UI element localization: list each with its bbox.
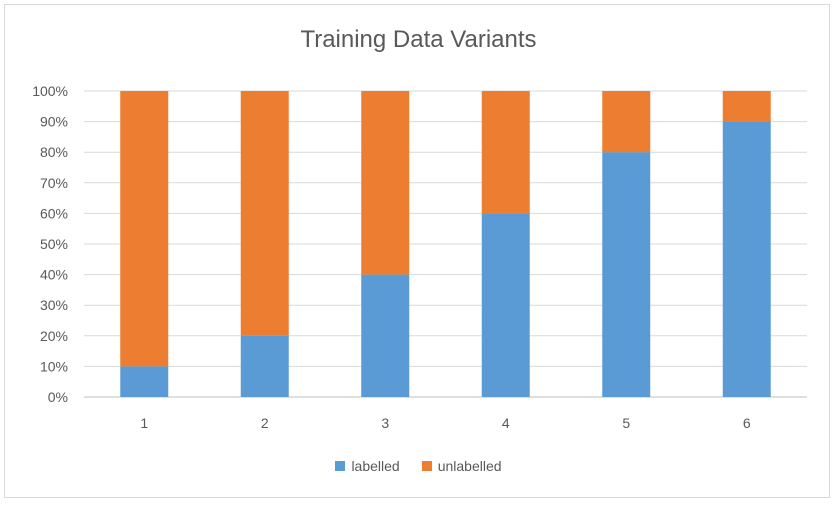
bar-labelled-6	[722, 121, 771, 397]
chart-legend: labelled unlabelled	[0, 458, 837, 474]
x-tick-label: 2	[261, 415, 269, 431]
bar-unlabelled-3	[361, 91, 410, 275]
bar-labelled-3	[361, 274, 410, 397]
bar-labelled-1	[120, 366, 169, 397]
x-tick-label: 3	[381, 415, 389, 431]
y-tick-label: 0%	[48, 389, 68, 405]
y-tick-label: 50%	[40, 236, 68, 252]
bar-unlabelled-4	[481, 91, 530, 214]
bar-unlabelled-5	[602, 91, 651, 153]
bar-unlabelled-1	[120, 91, 169, 367]
legend-swatch-unlabelled	[421, 461, 432, 471]
y-tick-label: 60%	[40, 205, 68, 221]
legend-item-unlabelled: unlabelled	[421, 458, 502, 474]
bar-unlabelled-2	[240, 91, 289, 336]
y-tick-label: 20%	[40, 328, 68, 344]
x-tick-label: 6	[743, 415, 751, 431]
bar-unlabelled-6	[722, 91, 771, 122]
legend-label-unlabelled: unlabelled	[437, 458, 502, 474]
y-tick-label: 90%	[40, 114, 68, 130]
x-tick-label: 5	[622, 415, 630, 431]
y-tick-label: 70%	[40, 175, 68, 191]
x-tick-label: 1	[140, 415, 148, 431]
legend-item-labelled: labelled	[335, 458, 400, 474]
y-tick-label: 100%	[32, 83, 68, 99]
legend-swatch-labelled	[335, 461, 346, 471]
y-tick-label: 10%	[40, 358, 68, 374]
bar-labelled-4	[481, 213, 530, 397]
chart-title: Training Data Variants	[300, 26, 537, 53]
y-tick-label: 80%	[40, 144, 68, 160]
legend-label-labelled: labelled	[351, 458, 400, 474]
y-tick-label: 40%	[40, 267, 68, 283]
bar-labelled-5	[602, 152, 651, 397]
y-tick-label: 30%	[40, 297, 68, 313]
bar-labelled-2	[240, 335, 289, 397]
x-tick-label: 4	[502, 415, 510, 431]
